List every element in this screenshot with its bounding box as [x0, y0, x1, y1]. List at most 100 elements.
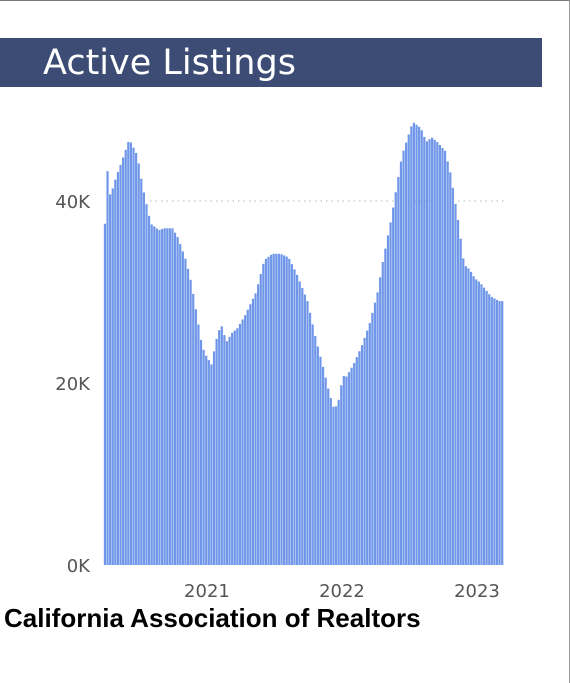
bar	[241, 319, 244, 565]
bar	[285, 256, 288, 565]
bar	[189, 279, 192, 565]
bar	[301, 287, 304, 565]
bar	[158, 229, 161, 565]
bar	[288, 258, 291, 565]
bar	[368, 323, 371, 565]
bar	[438, 145, 441, 565]
bar	[293, 269, 296, 565]
y-axis-ticks: 0K 20K 40K	[55, 192, 91, 577]
bar	[371, 312, 374, 565]
bar	[464, 266, 467, 565]
bar	[267, 256, 270, 565]
bar	[454, 203, 457, 565]
bar	[366, 330, 369, 565]
title-bar: Active Listings	[0, 38, 542, 87]
bar	[428, 139, 431, 565]
chart-title: Active Listings	[43, 43, 296, 83]
bar	[231, 332, 234, 565]
bar	[168, 228, 171, 566]
bar	[295, 274, 299, 565]
bar	[467, 268, 470, 565]
bar	[124, 149, 127, 565]
bar	[119, 164, 122, 565]
bar	[482, 287, 486, 565]
bar	[376, 292, 379, 565]
bar	[283, 255, 286, 565]
bar	[449, 172, 452, 565]
bar	[334, 406, 338, 565]
bar	[342, 376, 345, 565]
bar	[373, 302, 377, 565]
bar	[462, 258, 465, 565]
bar	[215, 338, 218, 565]
bar	[360, 345, 364, 565]
bar	[127, 141, 130, 565]
bar	[225, 341, 229, 565]
bar	[109, 194, 112, 565]
x-axis-ticks: 2021 2022 2023	[184, 581, 500, 602]
bar	[311, 324, 314, 565]
bar	[475, 279, 478, 565]
bar	[363, 337, 366, 565]
bar	[181, 251, 184, 565]
bar	[290, 264, 293, 565]
bar	[275, 253, 278, 565]
bar	[337, 399, 340, 565]
bar	[316, 346, 319, 565]
bar	[405, 142, 408, 566]
bar	[132, 147, 135, 566]
bar	[321, 366, 325, 565]
bar	[319, 356, 322, 565]
bar	[386, 235, 390, 565]
bar	[106, 171, 109, 565]
bar	[446, 161, 449, 565]
bar	[244, 315, 247, 565]
bar	[205, 355, 208, 565]
bar	[423, 136, 426, 566]
bar	[340, 385, 343, 565]
bar	[179, 244, 182, 565]
bar	[135, 152, 138, 565]
bar	[262, 263, 265, 565]
bar	[306, 301, 309, 565]
bar	[160, 229, 164, 565]
bar	[303, 294, 306, 565]
bar	[270, 254, 273, 565]
bar	[472, 276, 475, 565]
bar	[142, 192, 145, 565]
bar	[277, 253, 281, 565]
bar	[480, 284, 483, 565]
bar	[184, 258, 187, 565]
y-tick-label: 20K	[55, 374, 91, 395]
bar	[176, 237, 179, 566]
bar	[397, 176, 400, 565]
bar	[469, 271, 473, 565]
bar	[329, 398, 332, 565]
bar	[389, 222, 392, 565]
bar	[412, 122, 416, 565]
bar	[207, 360, 210, 565]
bar	[381, 261, 384, 565]
bar	[488, 294, 491, 565]
y-tick-label: 0K	[67, 556, 91, 577]
bar	[155, 228, 158, 565]
bar	[197, 324, 200, 565]
bar	[456, 219, 460, 565]
bar	[332, 406, 335, 565]
bar	[451, 187, 454, 566]
bar	[407, 134, 410, 566]
bar	[114, 179, 117, 565]
bar	[150, 224, 153, 566]
bar	[223, 335, 226, 565]
bar	[111, 188, 114, 565]
bar	[485, 290, 488, 565]
bar	[379, 277, 382, 565]
bar	[163, 228, 166, 566]
bar	[399, 161, 403, 565]
bar	[358, 351, 361, 565]
bar	[145, 204, 148, 565]
x-tick-label: 2022	[319, 581, 365, 602]
bar	[171, 228, 174, 566]
bar	[246, 309, 249, 565]
bar	[347, 372, 351, 565]
